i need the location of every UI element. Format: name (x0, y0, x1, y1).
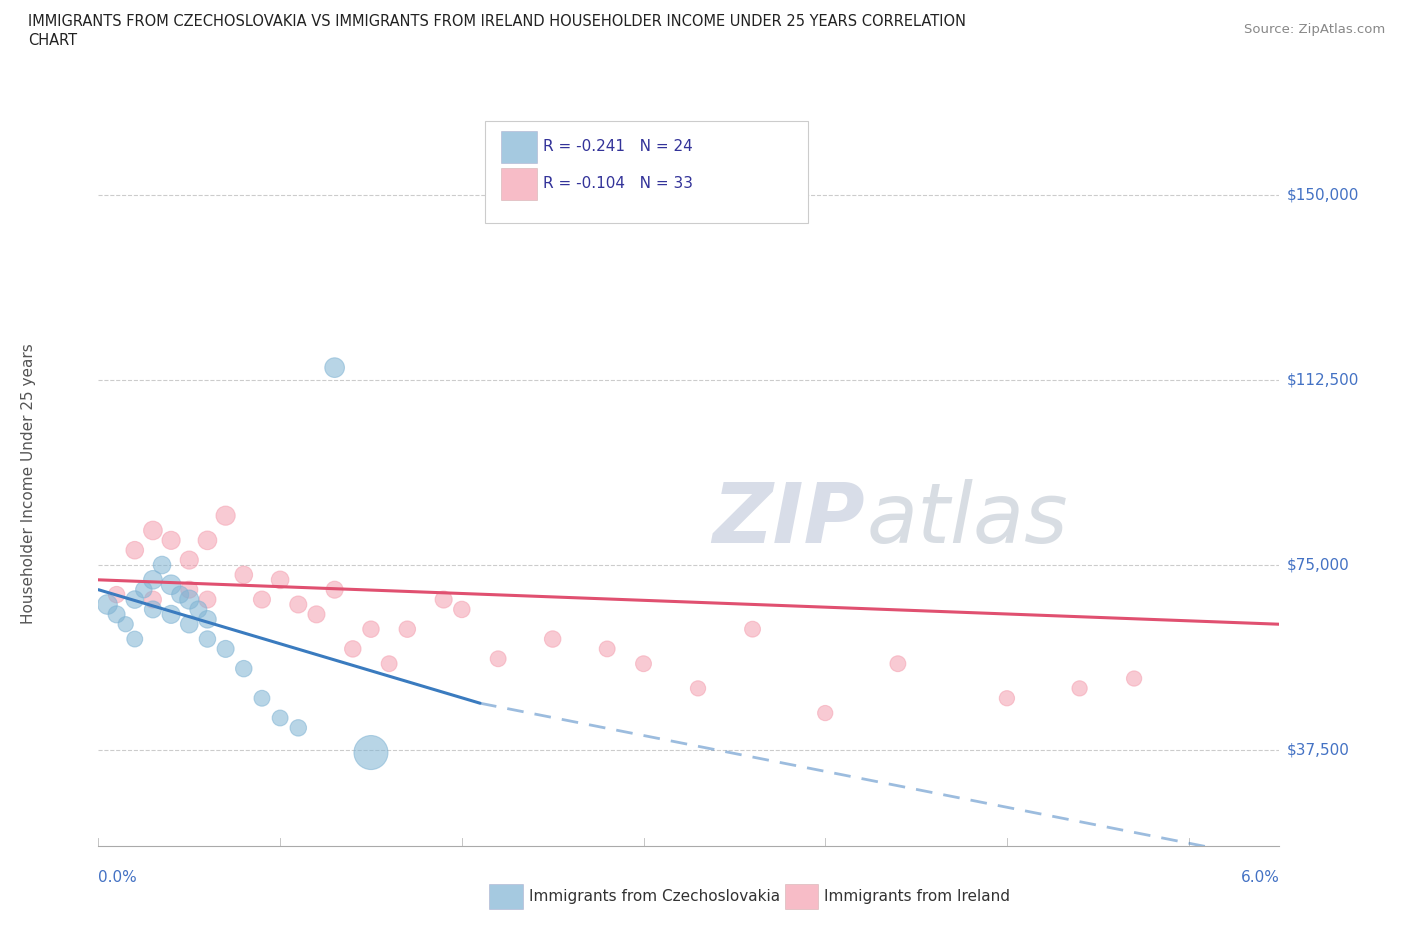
Point (214, 508, 236, 523)
Point (486, 651, 509, 666)
Point (160, 578, 183, 592)
Point (633, 657, 655, 671)
Point (541, 631, 564, 646)
Point (124, 631, 146, 646)
Point (232, 661, 254, 676)
Point (250, 592, 273, 607)
Point (142, 592, 165, 607)
Point (179, 592, 201, 607)
Point (269, 711, 291, 725)
Point (323, 360, 346, 375)
Point (124, 592, 146, 607)
Text: $37,500: $37,500 (1286, 742, 1350, 758)
Point (105, 587, 128, 602)
Point (114, 617, 136, 631)
Point (287, 721, 309, 736)
Point (142, 602, 165, 617)
Point (378, 657, 401, 671)
Point (232, 567, 254, 582)
Text: atlas: atlas (866, 479, 1067, 561)
Point (342, 642, 364, 657)
Text: Immigrants from Ireland: Immigrants from Ireland (824, 889, 1010, 904)
Point (269, 572, 291, 587)
Text: $75,000: $75,000 (1286, 557, 1350, 573)
Point (160, 607, 183, 622)
Text: Householder Income Under 25 years: Householder Income Under 25 years (21, 343, 35, 624)
Text: ZIP: ZIP (713, 479, 865, 561)
Text: R = -0.241   N = 24: R = -0.241 N = 24 (543, 139, 693, 153)
Point (96, 597, 118, 612)
Point (250, 691, 273, 706)
Point (160, 533, 183, 548)
Point (124, 543, 146, 558)
Point (814, 706, 837, 721)
Point (1123, 671, 1146, 686)
Point (179, 552, 201, 567)
Point (187, 602, 209, 617)
Text: $112,500: $112,500 (1286, 373, 1358, 388)
Point (433, 592, 456, 607)
Text: 0.0%: 0.0% (98, 870, 138, 884)
Point (169, 587, 191, 602)
Point (142, 572, 165, 587)
Point (179, 617, 201, 631)
Point (596, 642, 619, 657)
Point (132, 582, 155, 597)
Point (323, 582, 346, 597)
Point (360, 745, 382, 760)
Point (214, 642, 236, 657)
Point (741, 622, 763, 637)
Point (887, 657, 910, 671)
Text: 6.0%: 6.0% (1240, 870, 1279, 884)
Text: CHART: CHART (28, 33, 77, 47)
Point (995, 691, 1018, 706)
Point (197, 612, 219, 627)
Point (360, 622, 382, 637)
Point (179, 582, 201, 597)
Point (197, 592, 219, 607)
Text: Source: ZipAtlas.com: Source: ZipAtlas.com (1244, 23, 1385, 36)
Point (197, 631, 219, 646)
Text: $150,000: $150,000 (1286, 188, 1358, 203)
Point (287, 597, 309, 612)
Point (105, 607, 128, 622)
Point (142, 523, 165, 538)
Text: IMMIGRANTS FROM CZECHOSLOVAKIA VS IMMIGRANTS FROM IRELAND HOUSEHOLDER INCOME UND: IMMIGRANTS FROM CZECHOSLOVAKIA VS IMMIGR… (28, 14, 966, 29)
Point (197, 533, 219, 548)
Point (1069, 681, 1091, 696)
Point (450, 602, 472, 617)
Text: R = -0.104   N = 33: R = -0.104 N = 33 (543, 176, 693, 191)
Point (686, 681, 709, 696)
Text: Immigrants from Czechoslovakia: Immigrants from Czechoslovakia (529, 889, 780, 904)
Point (150, 558, 173, 573)
Point (305, 607, 328, 622)
Point (396, 622, 419, 637)
